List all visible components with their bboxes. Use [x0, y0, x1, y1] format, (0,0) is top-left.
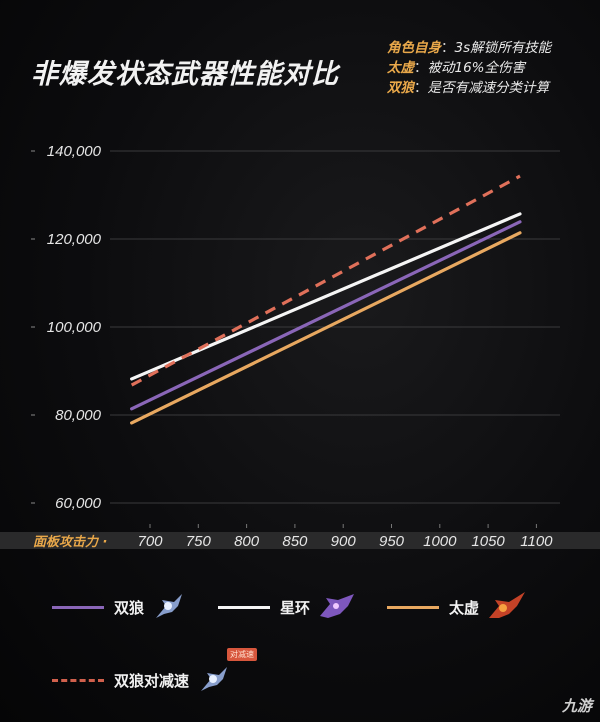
notes-panel: 角色自身：3s解锁所有技能 太虚：被动16%全伤害 双狼：是否有减速分类计算	[387, 38, 551, 98]
series-line	[130, 220, 522, 411]
watermark-logo: 九游	[561, 697, 592, 715]
note-separator: ：	[441, 40, 455, 56]
chart-title: 非爆发状态武器性能对比	[31, 59, 339, 90]
note-separator: ：	[414, 60, 428, 76]
y-tick-label: 120,000	[47, 231, 102, 248]
note-value: 被动16%全伤害	[427, 60, 526, 76]
x-axis-title: 面板攻击力 ·	[33, 535, 108, 550]
y-axis: 60,000 80,000 100,000 120,000 140,000	[31, 143, 102, 512]
legend-label: 双狼对减速	[114, 671, 190, 690]
note-key: 双狼	[387, 80, 414, 96]
x-tick-label: 1050	[471, 533, 505, 550]
legend-label: 双狼	[114, 598, 145, 617]
line-chart: 60,000 80,000 100,000 120,000 140,000 700 750…	[0, 143, 600, 550]
legend-swatch-dashed	[52, 678, 104, 682]
note-key: 太虚	[387, 60, 414, 76]
legend-label: 星环	[280, 598, 311, 617]
legend-item-twin-wolves: 双狼	[52, 592, 186, 622]
y-tick-label: 60,000	[55, 495, 102, 512]
note-twin-wolves: 双狼：是否有减速分类计算	[387, 78, 551, 98]
note-value: 是否有减速分类计算	[427, 80, 550, 96]
weapon-twin-wolves-icon	[197, 665, 231, 695]
weapon-taixu-icon	[487, 592, 526, 622]
y-tick-label: 80,000	[55, 407, 102, 424]
x-axis-bar	[0, 532, 600, 549]
note-key: 角色自身	[387, 40, 441, 56]
note-value: 3s解锁所有技能	[454, 40, 552, 56]
note-character: 角色自身：3s解锁所有技能	[387, 38, 551, 58]
x-axis: 700 750 800 850 900 950 1000 1050 1100	[137, 524, 553, 550]
legend-swatch	[387, 605, 439, 609]
x-tick-label: 950	[379, 533, 405, 550]
weapon-twin-wolves-icon	[152, 592, 186, 622]
series-line	[130, 212, 522, 381]
x-tick-label: 800	[234, 533, 260, 550]
series-line	[130, 174, 521, 387]
x-tick-label: 1000	[423, 533, 457, 550]
x-axis-title-text: 面板攻击力	[33, 535, 99, 550]
series-line	[130, 231, 522, 425]
legend-swatch	[218, 605, 270, 609]
legend-item-twin-wolves-vs-slow: 双狼对减速	[52, 665, 231, 695]
legend-item-taixu: 太虚	[387, 592, 526, 622]
legend-swatch	[52, 605, 104, 609]
y-tick-label: 140,000	[47, 143, 102, 160]
gridlines	[110, 150, 560, 504]
note-separator: ：	[414, 80, 428, 96]
x-tick-label: 1100	[520, 533, 553, 550]
series-lines	[130, 174, 522, 425]
x-tick-label: 700	[137, 533, 163, 550]
weapon-star-ring-icon	[318, 592, 355, 622]
x-tick-label: 900	[331, 533, 357, 550]
x-tick-label: 750	[186, 533, 212, 550]
legend-label: 太虚	[449, 598, 480, 617]
x-tick-label: 850	[282, 533, 308, 550]
note-taixu: 太虚：被动16%全伤害	[387, 58, 551, 78]
y-tick-label: 100,000	[47, 319, 102, 336]
slow-badge: 对减速	[227, 648, 257, 661]
legend-item-star-ring: 星环	[218, 592, 355, 622]
